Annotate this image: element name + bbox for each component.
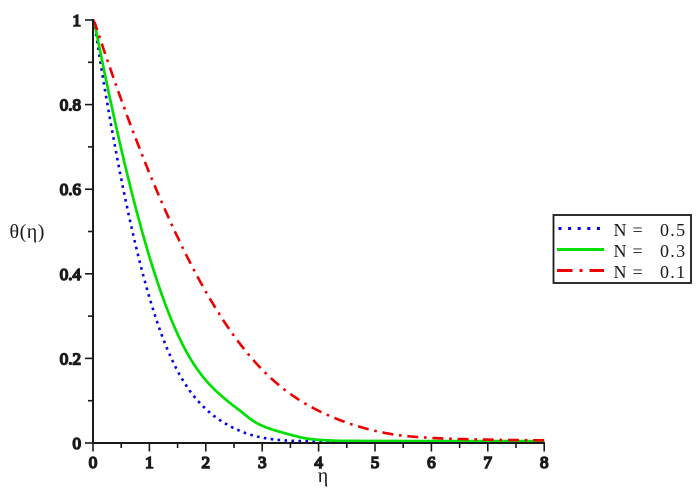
svg-text:1: 1 bbox=[145, 453, 154, 472]
svg-text:0.2: 0.2 bbox=[60, 349, 81, 368]
svg-text:2: 2 bbox=[202, 453, 211, 472]
svg-text:θ(η): θ(η) bbox=[10, 221, 45, 243]
svg-text:8: 8 bbox=[540, 453, 549, 472]
svg-text:0: 0 bbox=[89, 453, 98, 472]
svg-text:6: 6 bbox=[427, 453, 436, 472]
svg-text:0.8: 0.8 bbox=[60, 96, 81, 115]
svg-text:5: 5 bbox=[371, 453, 380, 472]
svg-text:7: 7 bbox=[484, 453, 493, 472]
svg-text:3: 3 bbox=[258, 453, 267, 472]
svg-text:0.4: 0.4 bbox=[60, 265, 82, 284]
svg-text:4: 4 bbox=[314, 453, 323, 472]
svg-text:0.6: 0.6 bbox=[60, 180, 81, 199]
svg-text:η: η bbox=[318, 465, 328, 487]
svg-text:0: 0 bbox=[73, 434, 82, 453]
svg-text:1: 1 bbox=[73, 11, 82, 30]
